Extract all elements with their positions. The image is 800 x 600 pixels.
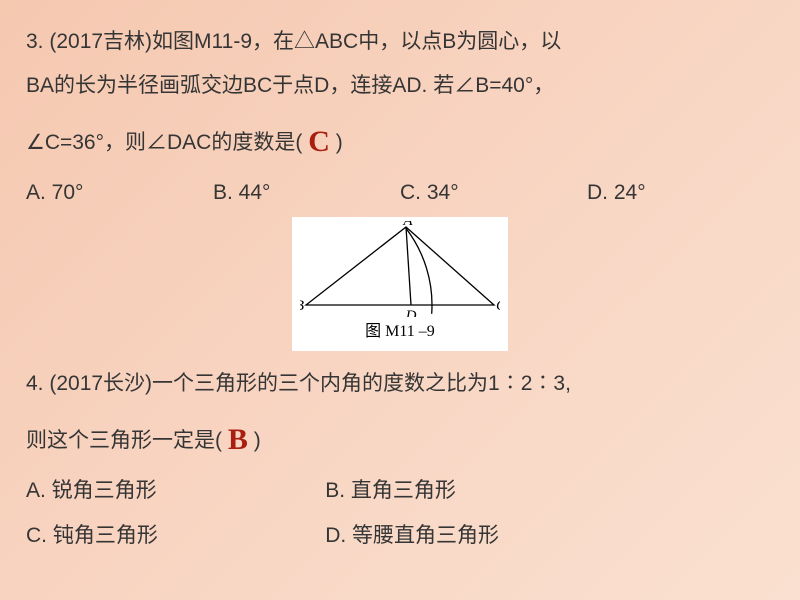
q4-block: 4. (2017长沙)一个三角形的三个内角的度数之比为1∶2∶3, 则这个三角形… <box>26 362 774 557</box>
q4-choices-row2: C. 钝角三角形 D. 等腰直角三角形 <box>26 514 774 558</box>
q4-choice-d: D. 等腰直角三角形 <box>325 514 624 558</box>
q3-diagram: ABCD 图 M11 –9 <box>292 217 508 351</box>
q4-choice-b: B. 直角三角形 <box>325 469 624 513</box>
q4-line1: 4. (2017长沙)一个三角形的三个内角的度数之比为1∶2∶3, <box>26 362 774 406</box>
q3-line3-before: ∠C=36°，则∠DAC的度数是( <box>26 131 302 154</box>
q4-answer: B <box>228 408 248 471</box>
triangle-svg: ABCD <box>300 221 500 317</box>
q3-choice-c: C. 34° <box>400 171 587 215</box>
q3-choice-a: A. 70° <box>26 171 213 215</box>
svg-text:B: B <box>300 298 304 314</box>
q3-block: 3. (2017吉林)如图M11-9，在△ABC中，以点B为圆心，以 BA的长为… <box>26 20 774 215</box>
q3-line1: 3. (2017吉林)如图M11-9，在△ABC中，以点B为圆心，以 <box>26 20 774 64</box>
q3-diagram-caption: 图 M11 –9 <box>300 315 500 349</box>
q3-choice-b: B. 44° <box>213 171 400 215</box>
q4-line2-before: 则这个三角形一定是( <box>26 429 222 452</box>
q4-line2: 则这个三角形一定是( B ) <box>26 406 774 469</box>
svg-text:C: C <box>496 298 500 314</box>
q3-choices: A. 70° B. 44° C. 34° D. 24° <box>26 171 774 215</box>
q4-line2-after: ) <box>254 429 261 452</box>
q4-choices-row1: A. 锐角三角形 B. 直角三角形 <box>26 469 774 513</box>
q3-diagram-wrap: ABCD 图 M11 –9 <box>26 217 774 352</box>
q4-choice-a: A. 锐角三角形 <box>26 469 325 513</box>
q3-choice-d: D. 24° <box>587 171 774 215</box>
q3-line2: BA的长为半径画弧交边BC于点D，连接AD. 若∠B=40°， <box>26 64 774 108</box>
q3-line3-after: ) <box>336 131 343 154</box>
q3-answer: C <box>308 110 330 173</box>
q3-line3: ∠C=36°，则∠DAC的度数是( C ) <box>26 108 774 171</box>
svg-text:A: A <box>402 221 413 229</box>
q4-choice-c: C. 钝角三角形 <box>26 514 325 558</box>
